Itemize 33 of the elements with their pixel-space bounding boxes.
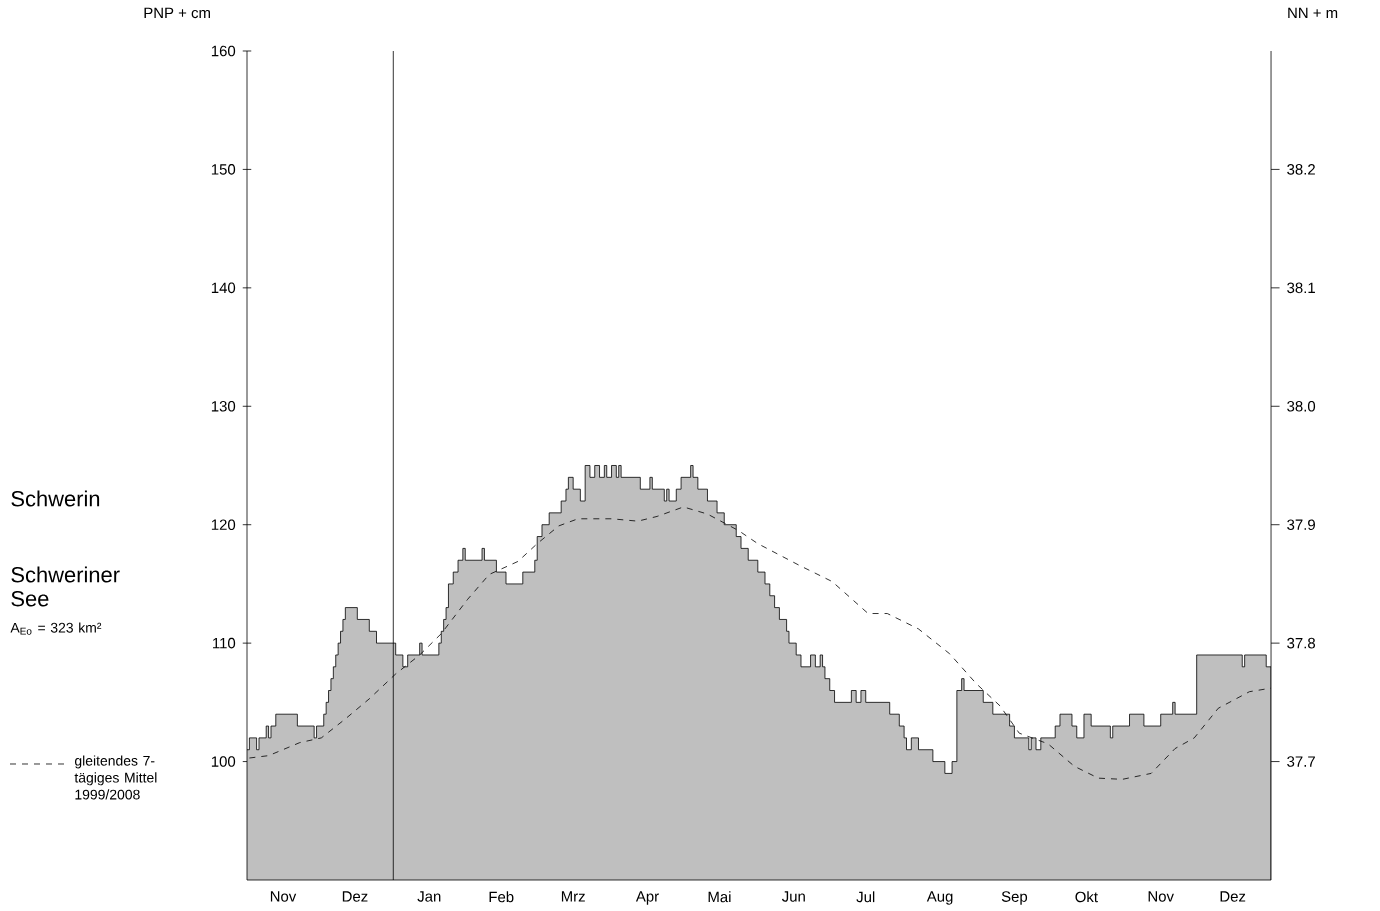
x-tick-label: Jul — [856, 891, 875, 903]
text: Schweriner See — [11, 566, 120, 607]
y-tick-label: 140 — [211, 282, 236, 293]
text: A$_{Eo}$ = 323 km² — [10, 622, 102, 635]
y-axis-title: PNP + cm — [144, 7, 210, 18]
x-tick-label: Okt — [1075, 891, 1098, 903]
legend-label: gleitendes 7-tägiges Mittel 1999/2008 — [74, 755, 157, 800]
x-tick-label: Dez — [1220, 891, 1246, 902]
text: Schwerin — [11, 490, 100, 507]
y2-tick-label: 38.1 — [1287, 282, 1315, 293]
y-tick-label: 160 — [211, 45, 236, 57]
x-tick-label: Apr — [635, 891, 659, 905]
y2-tick-label: 37.7 — [1287, 756, 1315, 767]
x-tick-label: Nov — [270, 891, 297, 902]
y-tick-label: 130 — [211, 400, 236, 412]
x-tick-label: Mai — [708, 891, 731, 903]
y-tick-label: 120 — [211, 519, 236, 530]
x-tick-label: Mrz — [561, 891, 585, 902]
y2-tick-label: 37.8 — [1287, 637, 1316, 649]
x-tick-label: Aug — [926, 891, 953, 905]
x-tick-label: Sep — [1001, 891, 1028, 905]
x-tick-label: Jan — [417, 891, 441, 902]
x-tick-label: Feb — [489, 891, 514, 903]
y2-tick-label: 38.2 — [1287, 163, 1315, 175]
x-tick-label: Nov — [1148, 891, 1174, 902]
y2-axis-title: NN + m — [1288, 7, 1338, 18]
y-tick-label: 100 — [211, 756, 236, 767]
x-tick-label: Jun — [781, 891, 805, 902]
y2-tick-label: 37.9 — [1287, 519, 1315, 530]
y2-tick-label: 38.0 — [1287, 400, 1316, 412]
y-tick-label: 150 — [211, 163, 236, 175]
y-tick-label: 110 — [213, 637, 236, 649]
x-tick-label: Dez — [342, 891, 368, 902]
